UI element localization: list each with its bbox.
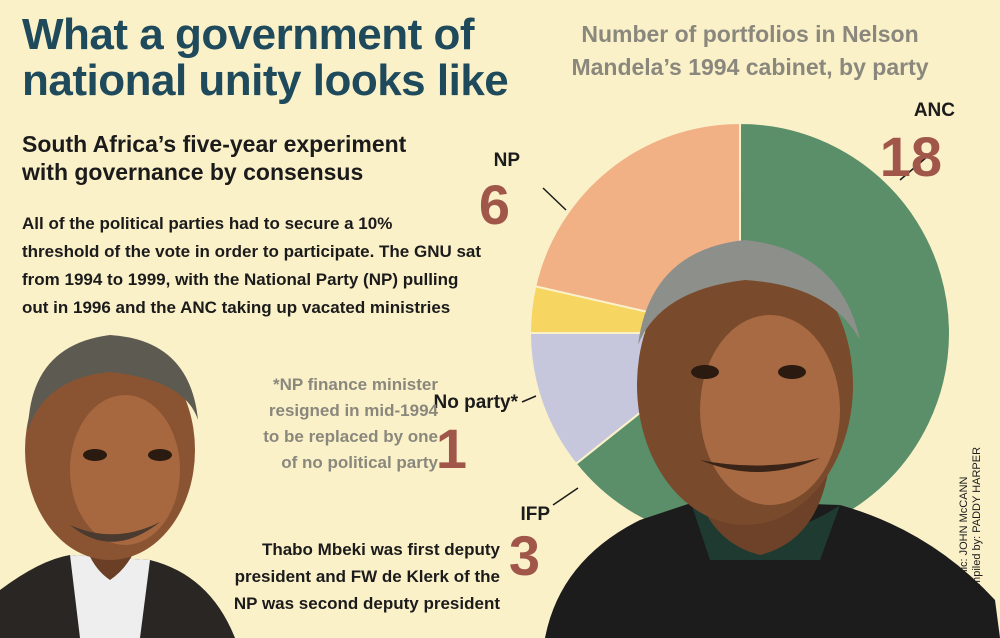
slice-label-anc: ANC — [914, 100, 955, 121]
footnote-line1: *NP finance minister — [272, 375, 438, 394]
photo-caption: Thabo Mbeki was first deputy president a… — [200, 536, 500, 617]
slice-value-anc: 18 — [880, 125, 942, 188]
slice-label-ifp: IFP — [520, 504, 550, 525]
footnote-line4: of no political party — [281, 453, 438, 472]
subtitle-line1: South Africa’s five-year experiment — [22, 131, 407, 157]
intro-line3: from 1994 to 1999, with the National Par… — [22, 270, 459, 289]
footnote-line3: to be replaced by one — [263, 427, 438, 446]
credit-compiled: Compiled by: PADDY HARPER — [971, 446, 983, 600]
slice-value-ifp: 3 — [509, 524, 540, 587]
caption-line1: Thabo Mbeki was first deputy — [261, 540, 500, 559]
chart-title-line2: Mandela’s 1994 cabinet, by party — [571, 54, 929, 80]
leader-line-no-party — [521, 395, 537, 403]
intro-line1: All of the political parties had to secu… — [22, 214, 393, 233]
credit-graphic: Graphic: JOHN McCANN — [958, 476, 970, 600]
main-title-line2: national unity looks like — [22, 56, 509, 105]
caption-line2: president and FW de Klerk of the — [234, 567, 500, 586]
leader-line-anc — [899, 149, 936, 181]
main-title: What a government of national unity look… — [22, 12, 542, 104]
slice-label-no-party: No party* — [434, 392, 519, 413]
slice-label-np: NP — [494, 150, 521, 171]
mandela-portrait — [545, 240, 1000, 638]
leader-line-np — [542, 187, 567, 211]
credits: Graphic: JOHN McCANN Compiled by: PADDY … — [958, 447, 984, 600]
leader-line-ifp — [552, 487, 579, 506]
slice-value-np: 6 — [479, 173, 510, 236]
subtitle-line2: with governance by consensus — [22, 159, 364, 185]
intro-line2: threshold of the vote in order to partic… — [22, 242, 482, 261]
caption-line3: NP was second deputy president — [233, 594, 500, 613]
chart-title: Number of portfolios in Nelson Mandela’s… — [520, 18, 980, 84]
slice-value-no-party: 1 — [436, 417, 467, 480]
main-title-line1: What a government of — [22, 10, 475, 59]
footnote: *NP finance minister resigned in mid-199… — [238, 372, 438, 476]
intro-line4: out in 1996 and the ANC taking up vacate… — [22, 298, 451, 317]
footnote-line2: resigned in mid-1994 — [268, 401, 438, 420]
mbeki-portrait — [0, 335, 235, 638]
intro-paragraph: All of the political parties had to secu… — [22, 210, 522, 322]
subtitle: South Africa’s five-year experiment with… — [22, 130, 492, 186]
chart-title-line1: Number of portfolios in Nelson — [581, 21, 919, 47]
